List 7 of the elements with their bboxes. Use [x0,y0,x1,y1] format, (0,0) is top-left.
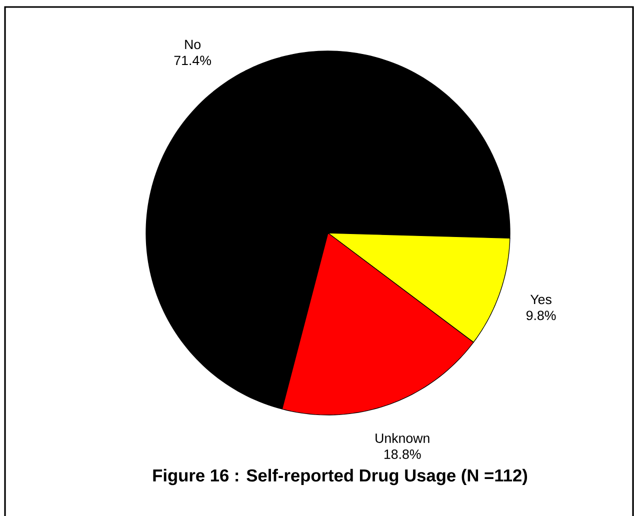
data-label: 71.4% [174,56,212,66]
data-label: 18.8% [384,450,421,459]
slice-label: Yes [530,294,552,304]
text: Figure 16 : Self-reported Drug Usage (N =112) [153,468,528,486]
slice-label: Unknown [376,433,430,443]
slice-label: No [185,40,201,50]
data-label: 9.8% [526,310,556,320]
